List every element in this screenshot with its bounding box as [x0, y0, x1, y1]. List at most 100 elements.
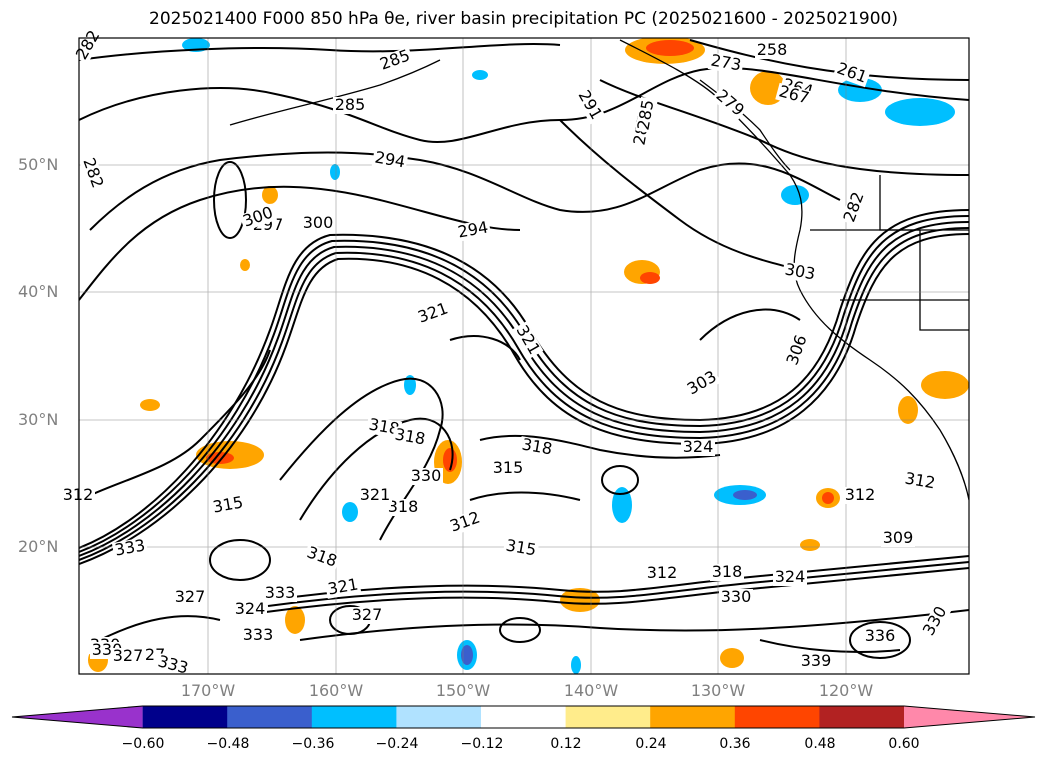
map-panel: [79, 38, 969, 674]
lat-label: 20°N: [18, 537, 59, 556]
contour-label: 318: [388, 497, 419, 516]
contour-label-bg: [154, 652, 192, 679]
contour-label-bg: [755, 42, 789, 59]
colorbar-bin: [12, 706, 143, 728]
contour-label-bg: [391, 426, 429, 449]
map-frame: [78, 37, 970, 675]
contour-label: 327: [352, 605, 383, 624]
contour-label-bg: [241, 627, 275, 644]
contour-label-bg: [301, 215, 335, 232]
lon-label: 150°W: [435, 681, 491, 700]
contour-label: 258: [757, 40, 788, 59]
contour-label-bg: [707, 52, 745, 75]
colorbar-tick-label: 0.12: [550, 736, 582, 752]
colorbar-tick-label: 0.60: [888, 736, 920, 752]
contour-label: 327: [175, 587, 206, 606]
contour-label-bg: [683, 367, 722, 400]
contour-label-bg: [573, 86, 606, 125]
contour-label-bg: [72, 26, 105, 65]
colorbar-bin: [819, 706, 905, 728]
contour-label: 324: [775, 567, 806, 586]
contour-label-bg: [840, 188, 869, 227]
contour-label: 321: [360, 485, 391, 504]
contour-label-bg: [409, 468, 443, 485]
colorbar-tick-label: 0.48: [804, 736, 836, 752]
lon-label: 160°W: [308, 681, 364, 700]
lat-label: 50°N: [18, 155, 59, 174]
contour-label-bg: [799, 653, 833, 670]
contour-label-bg: [711, 85, 749, 121]
contour-label: 315: [493, 458, 524, 477]
colorbar-bin: [565, 706, 651, 728]
contour-label-bg: [511, 321, 544, 360]
contour-label-bg: [78, 154, 107, 193]
contour-label-bg: [645, 565, 679, 582]
contour-label-bg: [371, 149, 409, 172]
colorbar-tick-label: −0.12: [460, 736, 504, 752]
contour-label-bg: [901, 470, 939, 493]
contour-label: 312: [647, 563, 678, 582]
contour-labels: 2822852852822942973003002942852912852732…: [61, 26, 952, 679]
colorbar-tick-label: 0.36: [719, 736, 751, 752]
colorbar-bin: [396, 706, 482, 728]
contour-label-bg: [239, 203, 278, 232]
contour-label-bg: [773, 569, 807, 586]
contour-label: 339: [801, 651, 832, 670]
colorbar-outline: [11, 705, 1036, 729]
contour-label-bg: [324, 576, 362, 599]
colorbar-bin: [227, 706, 313, 728]
contour-label-bg: [111, 537, 149, 560]
contour-label: 300: [303, 213, 334, 232]
colorbar-bin: [650, 706, 736, 728]
contour-label-bg: [832, 59, 871, 88]
contour-label-bg: [491, 460, 525, 477]
contour-label-bg: [635, 96, 658, 134]
contour-label-bg: [454, 219, 492, 242]
contour-label-bg: [365, 416, 403, 439]
graticule: [79, 38, 969, 674]
colorbar-tick-label: −0.60: [121, 736, 165, 752]
contour-label-bg: [502, 537, 540, 560]
contour-label-bg: [350, 607, 384, 624]
contour-label: 318: [712, 562, 743, 581]
contour-label: 309: [883, 528, 914, 547]
lon-label: 130°W: [690, 681, 746, 700]
lat-label: 40°N: [18, 282, 59, 301]
contour-label-bg: [681, 439, 715, 456]
contour-label-bg: [783, 331, 812, 370]
contour-label-bg: [719, 589, 753, 606]
colorbar-tick-label: −0.36: [291, 736, 335, 752]
contour-label-bg: [446, 508, 485, 537]
contour-label: 333: [265, 583, 296, 602]
contour-label-bg: [233, 601, 267, 618]
contour-label-bg: [333, 97, 367, 114]
contour-label: 330: [721, 587, 752, 606]
contour-label: 333: [243, 625, 274, 644]
lon-label: 120°W: [818, 681, 874, 700]
contour-label-bg: [863, 628, 897, 645]
contour-label-bg: [358, 487, 392, 504]
colorbar-tick-label: 0.24: [635, 736, 667, 752]
contour-label-bg: [111, 648, 145, 665]
colorbar-tick-label: −0.48: [206, 736, 250, 752]
lon-label: 170°W: [180, 681, 236, 700]
contour-label-bg: [414, 299, 453, 328]
lat-label: 30°N: [18, 410, 59, 429]
contour-label: 312: [845, 485, 876, 504]
contour-label: 324: [235, 599, 266, 618]
contour-label: 336: [865, 626, 896, 645]
contour-label-bg: [781, 261, 819, 284]
contour-label-bg: [209, 494, 247, 517]
contour-label: 324: [683, 437, 714, 456]
contour-label: 285: [335, 95, 366, 114]
contour-label: 330: [411, 466, 442, 485]
contour-label-bg: [386, 499, 420, 516]
contour-label-bg: [881, 530, 915, 547]
colorbar-bin: [311, 706, 397, 728]
contour-label-bg: [710, 564, 744, 581]
colorbar-bin: [734, 706, 820, 728]
lon-label: 140°W: [563, 681, 619, 700]
contour-label-bg: [919, 602, 952, 641]
contour-label: 312: [63, 485, 94, 504]
